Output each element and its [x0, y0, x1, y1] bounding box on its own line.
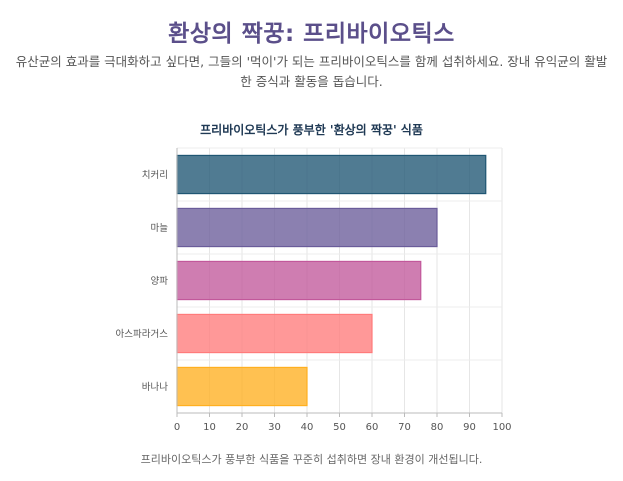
- x-tick-labels: 0 10 20 30 40 50 60 70 80 90 100: [174, 422, 512, 433]
- page-title: 환상의 짝꿍: 프리바이오틱스: [168, 21, 455, 47]
- axes: [176, 148, 503, 417]
- x-tick-label: 100: [492, 422, 511, 433]
- bar-1: [176, 154, 487, 195]
- x-tick-label: 20: [236, 422, 249, 433]
- x-tick-label: 60: [366, 422, 379, 433]
- x-tick-label: 50: [333, 422, 346, 433]
- intro-text: 유산균의 효과를 극대화하고 싶다면, 그들의 '먹이'가 되는 프리바이오틱스…: [15, 54, 608, 89]
- category-label: 치커리: [142, 169, 168, 181]
- bar-5: [176, 366, 308, 407]
- category-label: 양파: [151, 276, 169, 287]
- x-tick-label: 90: [463, 422, 476, 433]
- category-label: 마늘: [151, 223, 169, 234]
- x-tick-label: 70: [398, 422, 411, 433]
- bars: [176, 154, 487, 407]
- bar-2: [176, 207, 438, 248]
- category-label: 바나나: [142, 382, 168, 393]
- chart-title: 프리바이오틱스가 풍부한 '환상의 짝꿍' 식품: [200, 123, 423, 137]
- bar-3: [176, 260, 422, 301]
- bar-4: [176, 313, 373, 354]
- category-label: 아스파라거스: [116, 329, 169, 340]
- x-tick-label: 10: [203, 422, 216, 433]
- chart-caption: 프리바이오틱스가 풍부한 식품을 꾸준히 섭취하면 장내 환경이 개선됩니다.: [140, 453, 483, 466]
- x-tick-label: 0: [174, 422, 180, 433]
- x-tick-label: 80: [431, 422, 444, 433]
- x-tick-label: 30: [268, 422, 281, 433]
- x-tick-label: 40: [301, 422, 314, 433]
